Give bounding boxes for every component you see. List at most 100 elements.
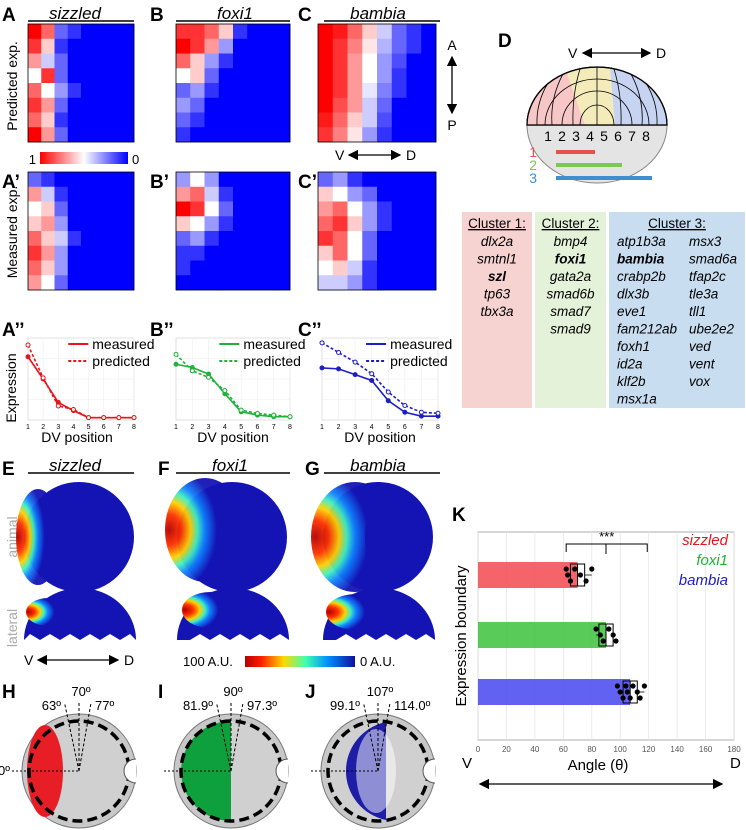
heatmap-cell bbox=[318, 53, 334, 69]
heatmap-cell bbox=[67, 216, 82, 232]
angle-high-label: 114.0º bbox=[394, 698, 431, 713]
heatmap-cell bbox=[204, 186, 220, 202]
heatmap-cell bbox=[81, 275, 95, 291]
heatmap-cell bbox=[362, 38, 378, 54]
heatmap-cell bbox=[377, 172, 393, 188]
data-point bbox=[336, 349, 342, 355]
heatmap-cell bbox=[218, 68, 234, 84]
heatmap-cell bbox=[218, 201, 234, 217]
heatmap-cell bbox=[120, 112, 135, 128]
lineplot-xlabel-A: DV position bbox=[41, 429, 113, 445]
heatmap-cell bbox=[176, 186, 191, 202]
heatmap-cell bbox=[233, 97, 248, 113]
heatmap-cell bbox=[421, 216, 437, 232]
heatmap-cell bbox=[261, 97, 277, 113]
x-tick-label: 2 bbox=[337, 424, 341, 431]
axis-D-label: D bbox=[406, 147, 416, 163]
cluster-gene: szl bbox=[488, 269, 506, 284]
bar-foxi1 bbox=[478, 622, 606, 648]
heatmap-cell bbox=[275, 68, 291, 84]
heatmap-cell bbox=[233, 83, 248, 99]
heatmap-cell bbox=[332, 260, 348, 276]
heatmap-cell bbox=[421, 68, 437, 84]
heatmap-cell bbox=[190, 245, 205, 261]
heatmap-cell bbox=[67, 38, 82, 54]
heatmap-cell bbox=[362, 53, 378, 69]
heatmap-cell bbox=[233, 216, 248, 232]
cluster-gene: smad9 bbox=[550, 322, 591, 337]
heatmap-cell bbox=[54, 231, 69, 247]
data-point bbox=[589, 566, 595, 572]
heatmap-cell bbox=[190, 275, 205, 291]
heatmap-cell bbox=[54, 186, 69, 202]
x-tick-label: 1 bbox=[26, 424, 30, 431]
cluster-title: Cluster 2: bbox=[542, 216, 600, 231]
data-point bbox=[583, 578, 589, 584]
heatmap-cell bbox=[94, 201, 108, 217]
x-tick-label: 8 bbox=[436, 424, 440, 431]
heatmap-cell bbox=[391, 260, 407, 276]
heatmap-cell bbox=[107, 53, 122, 69]
cluster-gene: tll1 bbox=[689, 304, 706, 319]
heatmap-cell bbox=[362, 24, 378, 40]
heatmap-cell bbox=[347, 216, 363, 232]
heatmap-cell bbox=[41, 260, 55, 276]
bin-number: 2 bbox=[558, 128, 566, 144]
lineplot-ylabel: Expression bbox=[3, 353, 19, 422]
heatmap-cell bbox=[190, 201, 205, 217]
panel-label-B2: B’’ bbox=[150, 320, 174, 341]
heatmap-cell bbox=[377, 83, 393, 99]
cluster-box bbox=[609, 212, 745, 408]
heatmap-cell bbox=[204, 68, 220, 84]
heatmap-cell bbox=[318, 186, 334, 202]
panel-label-A1: A’ bbox=[2, 172, 20, 193]
heatmap-cell bbox=[218, 112, 234, 128]
heatmap-cell bbox=[377, 97, 393, 113]
heatmap-cell bbox=[94, 112, 108, 128]
heatmap-cell bbox=[54, 83, 69, 99]
heatmap-cell bbox=[107, 112, 122, 128]
heatmap-cell bbox=[362, 186, 378, 202]
heatmap-cell bbox=[204, 245, 220, 261]
heatmap-cell bbox=[67, 231, 82, 247]
heatmap-predicted-foxi1 bbox=[175, 23, 291, 143]
cluster-gene: eve1 bbox=[617, 304, 646, 319]
data-point bbox=[173, 361, 179, 367]
heatmap-cell bbox=[204, 38, 220, 54]
gene-title-E: sizzled bbox=[49, 456, 102, 475]
heatmap-cell bbox=[275, 245, 291, 261]
heatmap-cell bbox=[261, 231, 277, 247]
heatmap-cell bbox=[67, 24, 82, 40]
heatmap-cell bbox=[347, 201, 363, 217]
heatmap-cell bbox=[41, 97, 55, 113]
heatmap-cell bbox=[190, 216, 205, 232]
cluster-gene: dlx3b bbox=[617, 287, 650, 302]
axis-P-label: P bbox=[447, 117, 456, 133]
heatmap-cell bbox=[247, 275, 262, 291]
heatmap-cell bbox=[204, 83, 220, 99]
heatmap-cell bbox=[332, 83, 348, 99]
heatmap-cell bbox=[218, 245, 234, 261]
jet-scale-right: 0 A.U. bbox=[360, 654, 395, 669]
panel-label-A2: A’’ bbox=[2, 320, 25, 341]
cluster-gene: tfap2c bbox=[689, 269, 726, 284]
heatmap-cell bbox=[41, 186, 55, 202]
heatmap-cell bbox=[94, 38, 108, 54]
axis-V-label: V bbox=[335, 147, 345, 163]
heatmap-cell bbox=[54, 201, 69, 217]
heatmap-cell bbox=[107, 245, 122, 261]
heatmap-cell bbox=[406, 38, 422, 54]
heatmap-cell bbox=[176, 97, 191, 113]
heatmap-measured-bambia bbox=[317, 171, 437, 291]
heatmap-cell bbox=[247, 68, 262, 84]
data-point bbox=[563, 566, 569, 572]
chart-x-left: V bbox=[462, 755, 472, 772]
heatmap-cell bbox=[120, 231, 135, 247]
heatmap-cell bbox=[391, 53, 407, 69]
cluster-gene: foxi1 bbox=[555, 252, 587, 267]
heatmap-cell bbox=[67, 275, 82, 291]
heatmap-cell bbox=[233, 260, 248, 276]
angle-high-label: 77º bbox=[95, 698, 114, 713]
x-tick-label: 6 bbox=[403, 424, 407, 431]
